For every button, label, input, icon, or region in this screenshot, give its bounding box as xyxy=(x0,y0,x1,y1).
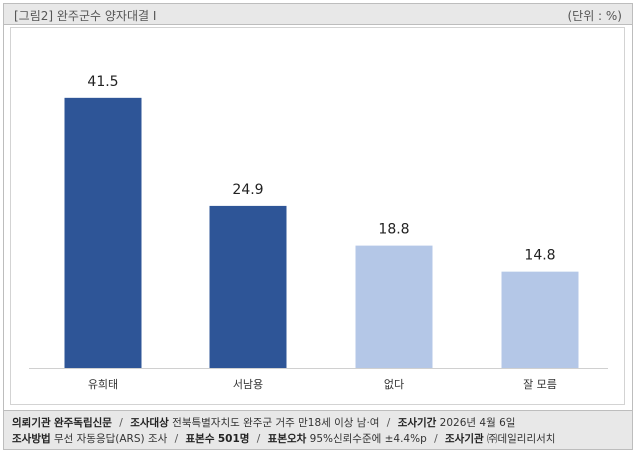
footer-label: 조사대상 xyxy=(130,417,169,429)
chart-title: [그림2] 완주군수 양자대결 I xyxy=(14,9,157,23)
footer-value: 2026년 4월 6일 xyxy=(439,417,516,429)
footer-separator: / xyxy=(174,433,179,445)
bar xyxy=(64,97,142,369)
footer-value: 전북특별자치도 완주군 거주 만18세 이상 남·여 xyxy=(172,417,380,429)
survey-info-line-2: 조사방법 무선 자동응답(ARS) 조사 / 표본수 501명 / 표본오차 9… xyxy=(12,431,555,446)
footer-value: 95%신뢰수준에 ±4.4%p xyxy=(309,433,427,445)
footer-label: 조사기간 xyxy=(397,417,437,429)
category-label: 서남용 xyxy=(233,378,263,391)
survey-info-footer: 의뢰기관 완주독립신문 / 조사대상 전북특별자치도 완주군 거주 만18세 이… xyxy=(4,410,632,449)
bar-chart: 41.5 유희태 24.9 서남용 18.8 없다 14.8 잘 모름 xyxy=(29,74,608,391)
survey-info-line-1: 의뢰기관 완주독립신문 / 조사대상 전북특별자치도 완주군 거주 만18세 이… xyxy=(12,415,515,430)
data-label: 14.8 xyxy=(524,248,555,264)
footer-separator: / xyxy=(386,417,391,429)
category-label: 유희태 xyxy=(88,378,118,391)
unit-label: (단위 : %) xyxy=(567,9,622,23)
footer-separator: / xyxy=(256,433,261,445)
footer-value: ㈜데일리리서치 xyxy=(486,433,556,445)
footer-label: 의뢰기관 xyxy=(12,417,51,429)
footer-value: 무선 자동응답(ARS) 조사 xyxy=(53,433,168,445)
footer-separator: / xyxy=(119,417,123,429)
footer-value: 501명 xyxy=(217,433,250,445)
plot-area: 41.5 유희태 24.9 서남용 18.8 없다 14.8 잘 모름 xyxy=(10,27,625,405)
data-label: 18.8 xyxy=(378,222,409,238)
chart-header: [그림2] 완주군수 양자대결 I (단위 : %) xyxy=(3,3,633,25)
bar xyxy=(209,205,287,368)
category-label: 잘 모름 xyxy=(523,378,557,391)
data-label: 24.9 xyxy=(232,182,263,198)
footer-label: 표본수 xyxy=(185,433,215,445)
bar xyxy=(355,245,433,368)
footer-separator: / xyxy=(434,433,438,445)
data-label: 41.5 xyxy=(87,74,118,90)
footer-label: 표본오차 xyxy=(267,433,307,445)
footer-label: 조사방법 xyxy=(12,433,51,445)
footer-label: 조사기관 xyxy=(445,433,484,445)
footer-value: 완주독립신문 xyxy=(53,417,112,429)
category-label: 없다 xyxy=(384,378,404,391)
bar xyxy=(501,271,579,368)
